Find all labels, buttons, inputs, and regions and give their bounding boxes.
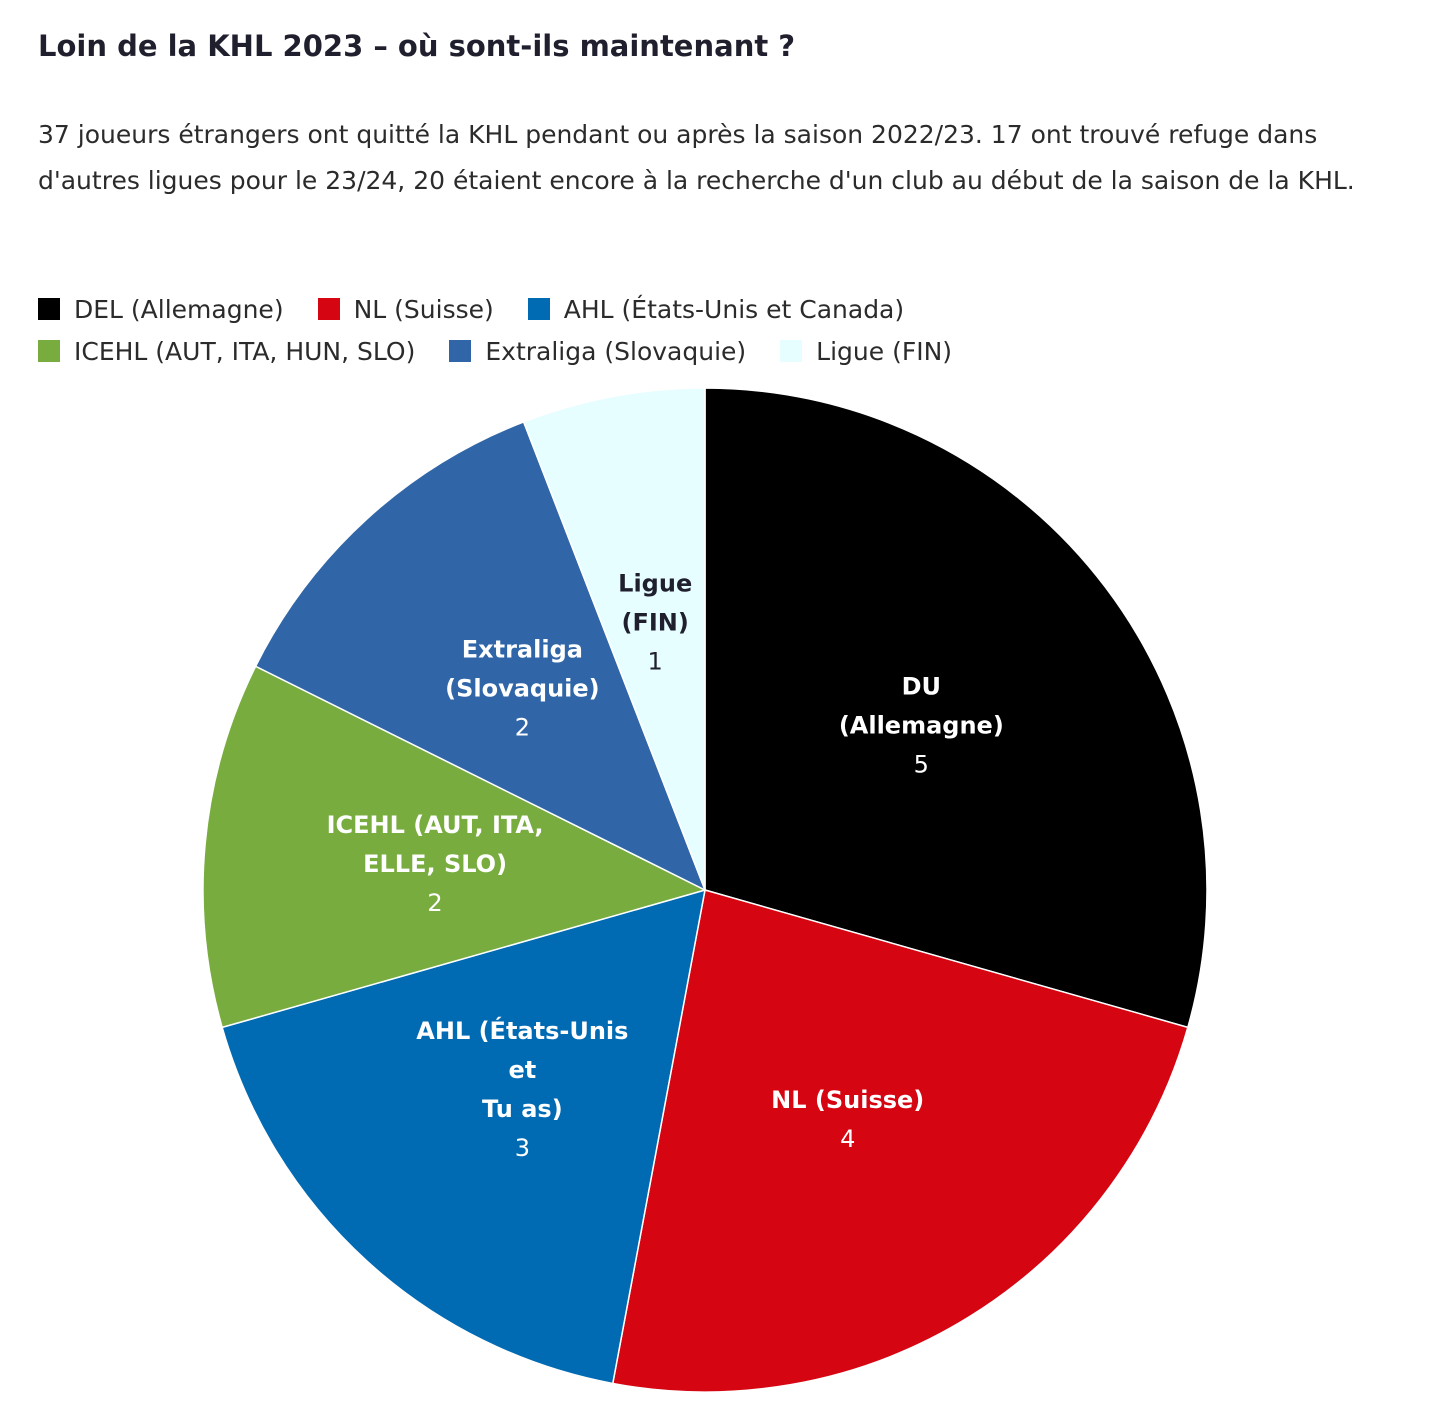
slice-label: (Allemagne) bbox=[839, 712, 1004, 740]
pie-slice-del-allemagne[interactable] bbox=[704, 387, 1208, 1029]
chart-subtitle: 37 joueurs étrangers ont quitté la KHL p… bbox=[38, 120, 1355, 195]
legend-item-del[interactable]: DEL (Allemagne) bbox=[38, 295, 284, 324]
legend-row: DEL (Allemagne) NL (Suisse) AHL (États-U… bbox=[38, 288, 1418, 330]
legend-label: NL (Suisse) bbox=[353, 294, 494, 324]
legend: DEL (Allemagne) NL (Suisse) AHL (États-U… bbox=[38, 288, 1418, 372]
slice-value-label: 2 bbox=[515, 714, 530, 742]
slice-label: Tu as) bbox=[482, 1095, 563, 1123]
legend-row: ICEHL (AUT, ITA, HUN, SLO) Extraliga (Sl… bbox=[38, 330, 1418, 372]
slice-label-group: AHL (États-Unis et Tu as) 3 bbox=[416, 1016, 628, 1162]
pie-slice-extraliga-slovaquie[interactable] bbox=[254, 420, 707, 892]
legend-swatch bbox=[449, 340, 472, 362]
slice-label-group: Extraliga (Slovaquie) 2 bbox=[445, 636, 600, 742]
legend-item-liiga[interactable]: Ligue (FIN) bbox=[780, 337, 952, 366]
slice-value-label: 1 bbox=[648, 648, 663, 676]
slice-label: DU bbox=[902, 673, 941, 701]
legend-swatch bbox=[317, 298, 340, 320]
slice-value-label: 3 bbox=[515, 1134, 530, 1162]
pie-slice-ligue-fin[interactable] bbox=[522, 387, 706, 891]
legend-label: Ligue (FIN) bbox=[816, 336, 953, 366]
legend-item-ahl[interactable]: AHL (États-Unis et Canada) bbox=[527, 294, 905, 324]
pie-slice-ahl-etats-unis-et-canada[interactable] bbox=[221, 888, 706, 1385]
slice-label: NL (Suisse) bbox=[771, 1086, 924, 1114]
slice-label-group: Ligue (FIN) 1 bbox=[618, 570, 692, 676]
slice-value-label: 5 bbox=[914, 751, 929, 779]
legend-label: ICEHL (AUT, ITA, HUN, SLO) bbox=[74, 336, 416, 366]
pie-chart: DU (Allemagne) 5 NL (Suisse) 4 AHL (États-Uni… bbox=[202, 387, 1208, 1393]
slice-label: (Slovaquie) bbox=[445, 675, 600, 703]
legend-label: AHL (États-Unis et Canada) bbox=[563, 294, 905, 324]
slice-label: Ligue bbox=[618, 570, 692, 598]
legend-swatch bbox=[780, 340, 803, 362]
legend-item-extraliga[interactable]: Extraliga (Slovaquie) bbox=[449, 337, 746, 366]
slice-value-label: 2 bbox=[427, 889, 442, 917]
slice-value-label: 4 bbox=[840, 1125, 855, 1153]
pie-slice-icehl-aut-ita-hun-slo[interactable] bbox=[202, 665, 708, 1029]
slice-label: (FIN) bbox=[622, 609, 689, 637]
legend-item-icehl[interactable]: ICEHL (AUT, ITA, HUN, SLO) bbox=[38, 337, 415, 366]
legend-swatch bbox=[527, 298, 550, 320]
legend-label: DEL (Allemagne) bbox=[74, 294, 284, 324]
legend-swatch bbox=[38, 340, 60, 362]
legend-label: Extraliga (Slovaquie) bbox=[485, 336, 747, 366]
slice-label: Extraliga bbox=[462, 636, 583, 664]
slice-label: ELLE, SLO) bbox=[363, 850, 507, 878]
slice-label-group: ICEHL (AUT, ITA, ELLE, SLO) 2 bbox=[327, 811, 544, 917]
chart-title: Loin de la KHL 2023 – où sont-ils mainte… bbox=[38, 29, 796, 63]
slice-label-group: NL (Suisse) 4 bbox=[771, 1086, 924, 1153]
legend-swatch bbox=[38, 298, 60, 320]
slice-label: ICEHL (AUT, ITA, bbox=[327, 811, 544, 839]
slice-label: AHL (États-Unis bbox=[416, 1016, 628, 1045]
legend-item-nl[interactable]: NL (Suisse) bbox=[317, 294, 494, 324]
slice-label: et bbox=[508, 1056, 536, 1084]
pie-slice-nl-suisse[interactable] bbox=[611, 889, 1189, 1393]
slice-label-group: DU (Allemagne) 5 bbox=[839, 673, 1004, 779]
